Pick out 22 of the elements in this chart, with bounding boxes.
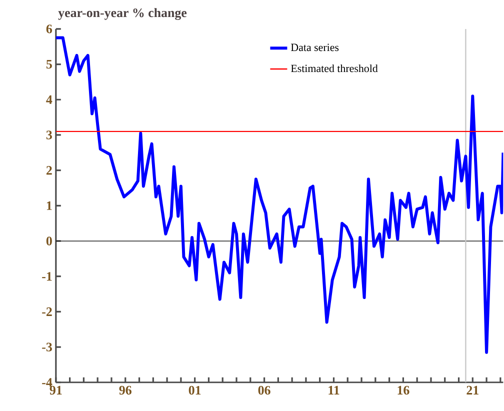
legend-label: Data series <box>290 44 339 51</box>
y-tick-label: -4 <box>42 378 52 386</box>
x-tick-label: 16 <box>398 386 410 394</box>
chart-title: year-on-year % change <box>58 8 187 20</box>
y-tick-label: 2 <box>46 166 52 174</box>
y-tick-label: -2 <box>42 307 52 316</box>
legend-label: Estimated threshold <box>290 64 378 72</box>
x-tick-label: 06 <box>258 386 270 394</box>
y-tick-label: -3 <box>42 342 52 352</box>
y-tick-label: 5 <box>46 60 52 68</box>
y-tick-label: 0 <box>46 236 52 246</box>
y-tick-label: 6 <box>46 24 52 34</box>
y-tick-label: 3 <box>46 130 52 140</box>
line-series <box>56 36 504 354</box>
x-tick-label: 11 <box>328 386 340 394</box>
x-tick-label: 91 <box>50 386 62 394</box>
y-tick-label: 4 <box>46 95 52 104</box>
x-tick-label: 96 <box>119 386 132 394</box>
y-tick-label: 1 <box>46 201 52 210</box>
x-tick-label: 21 <box>466 386 478 394</box>
x-tick-label: 01 <box>188 386 201 394</box>
y-tick-label: -1 <box>42 272 52 280</box>
